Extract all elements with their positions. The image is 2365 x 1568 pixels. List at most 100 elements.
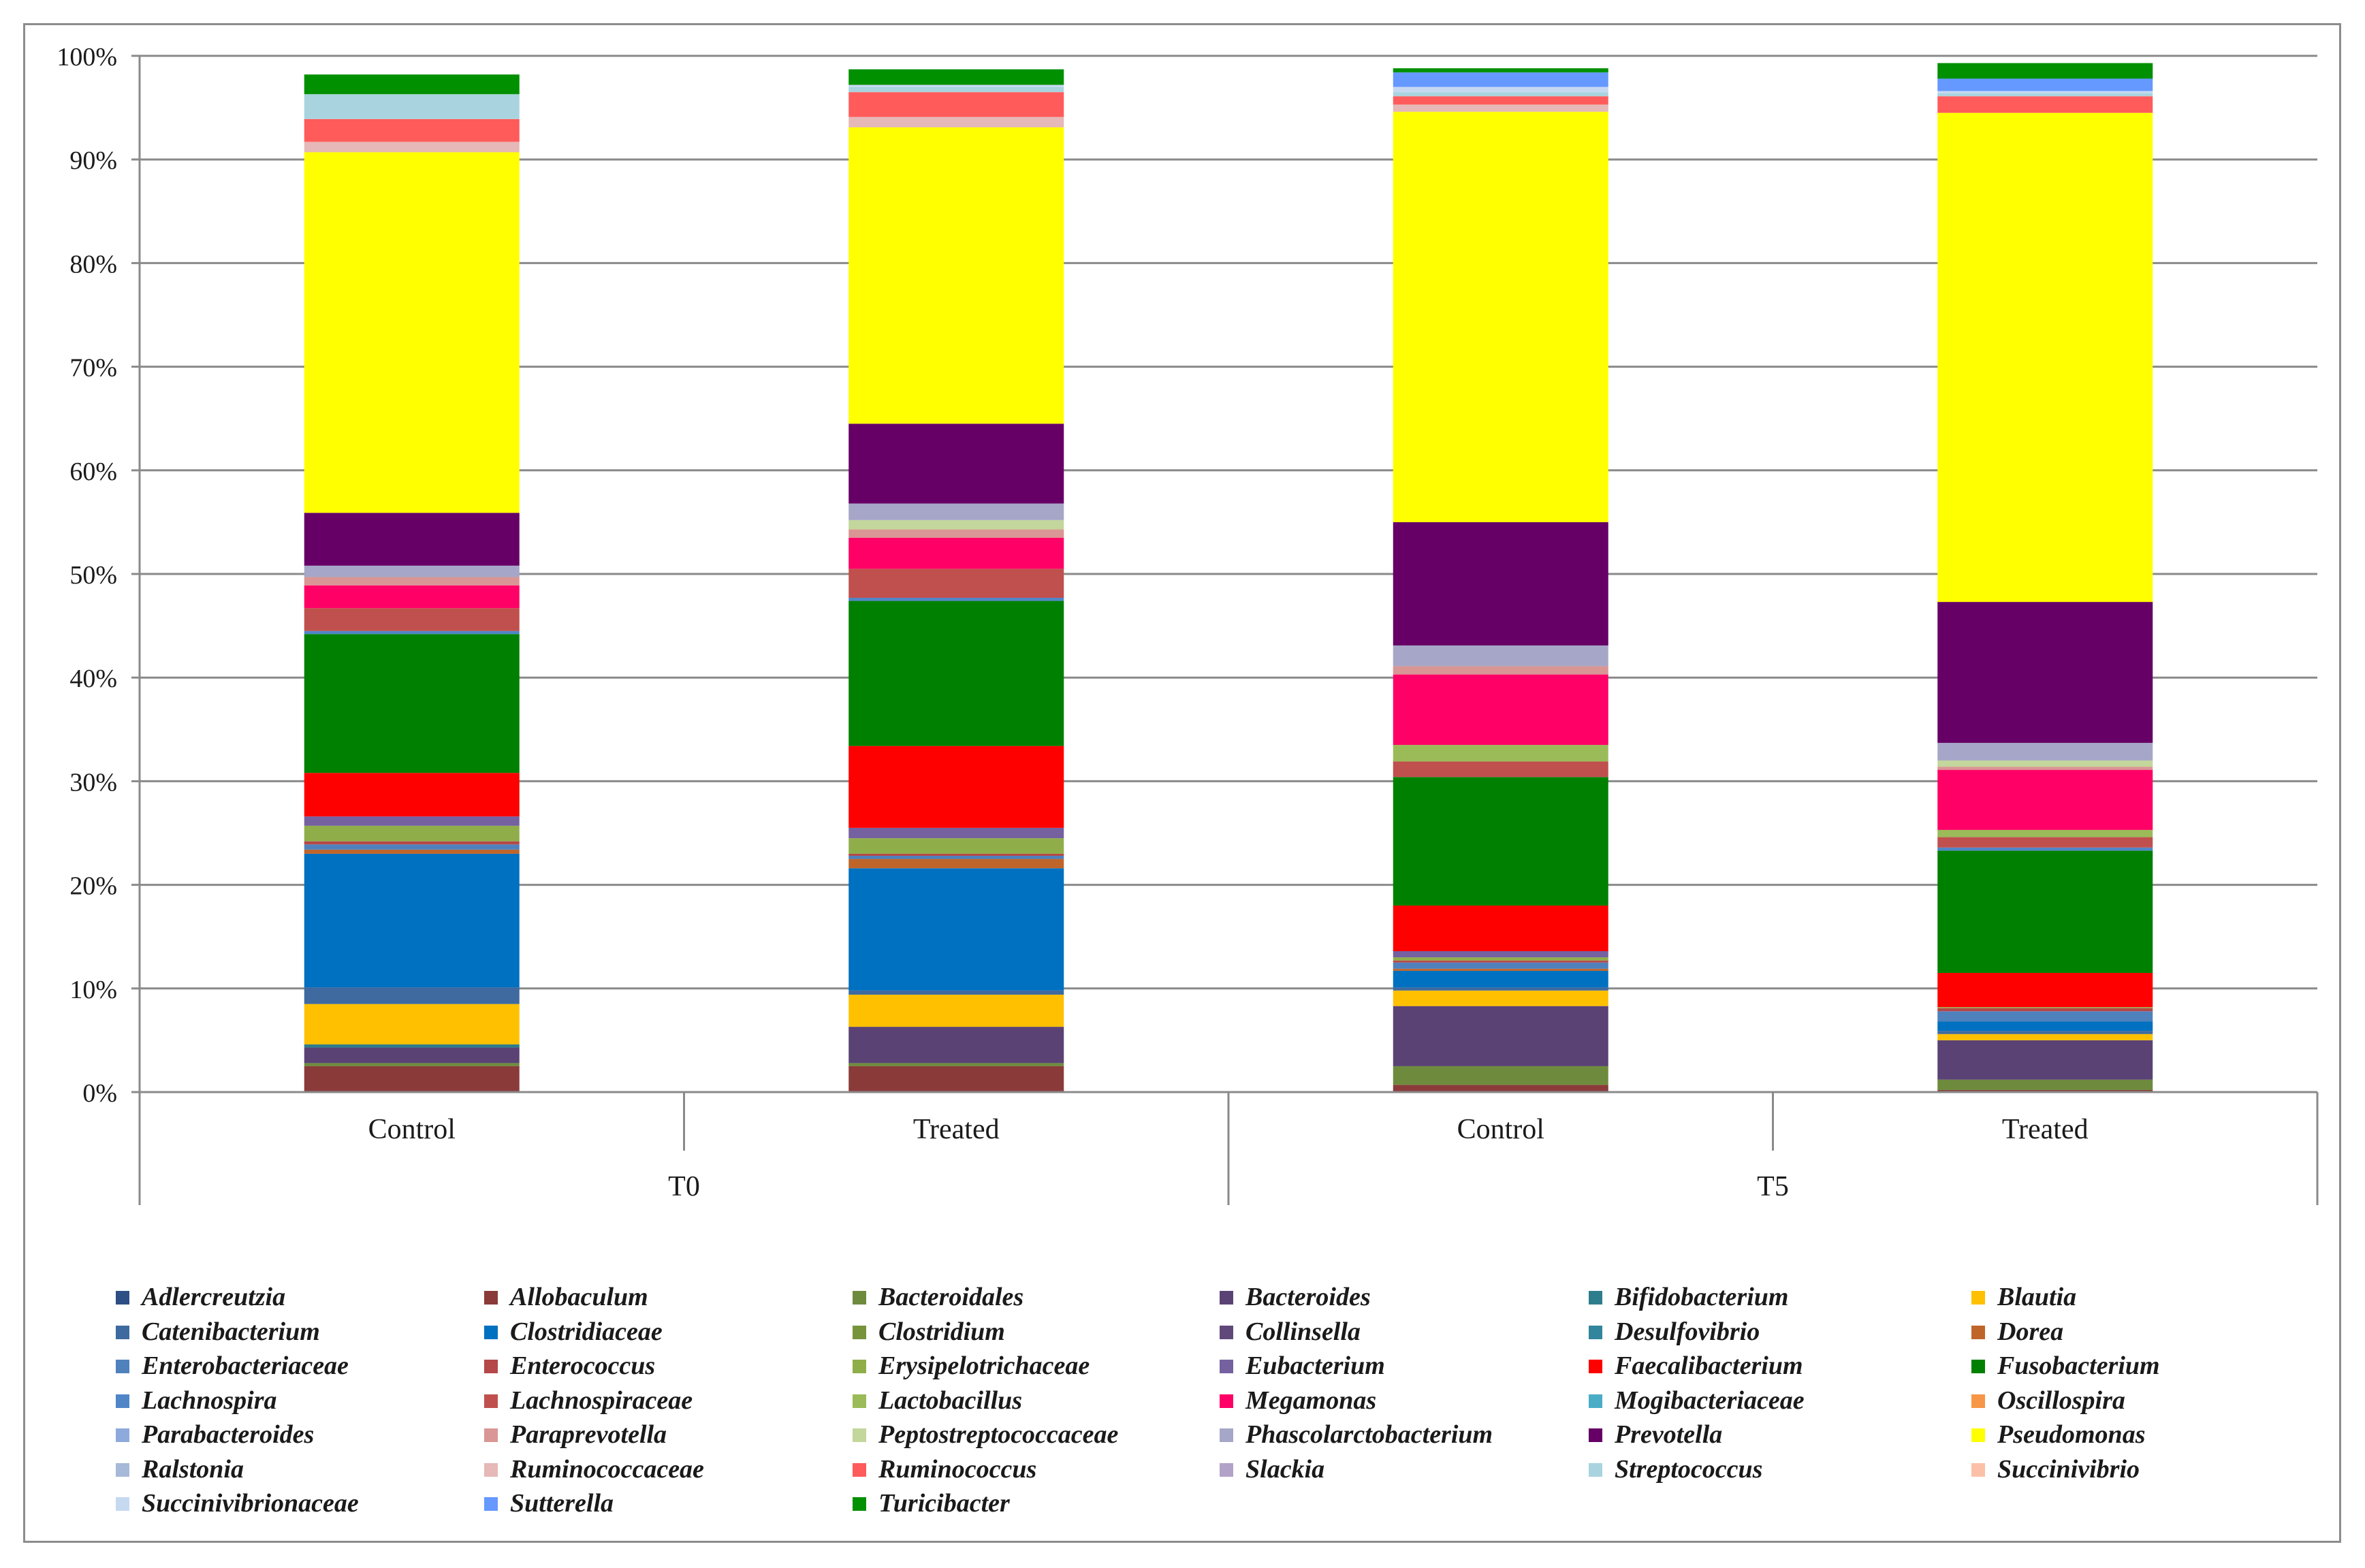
legend-label: Fusobacterium: [1997, 1351, 2160, 1380]
legend-swatch: [1220, 1325, 1233, 1339]
bar-segment: [1393, 957, 1608, 961]
legend-label: Ruminococcaceae: [510, 1454, 704, 1484]
bar-segment: [848, 1027, 1064, 1063]
legend-swatch: [1220, 1291, 1233, 1305]
bar-segment: [1937, 972, 2153, 1008]
legend-label: Dorea: [1997, 1317, 2064, 1346]
legend-swatch: [853, 1360, 866, 1373]
bar-segment: [304, 1004, 520, 1044]
y-tick-label: 50%: [69, 561, 117, 590]
bar-segment: [848, 569, 1064, 598]
bar-segment: [304, 816, 520, 826]
bar-segment: [1937, 93, 2153, 97]
bar-segment: [1393, 645, 1608, 667]
bar-segment: [848, 598, 1064, 601]
legend-label: Peptostreptococcaceae: [878, 1420, 1119, 1449]
legend-label: Prevotella: [1615, 1420, 1723, 1449]
legend-label: Enterococcus: [510, 1351, 656, 1380]
legend-swatch: [1589, 1394, 1602, 1408]
bar-segment: [848, 86, 1064, 93]
legend-swatch: [116, 1497, 129, 1511]
bar-segment: [1393, 970, 1608, 988]
legend-label: Ruminococcus: [878, 1454, 1037, 1484]
bar-segment: [1393, 761, 1608, 778]
legend-label: Desulfovibrio: [1615, 1317, 1760, 1346]
bar-segment: [1937, 1008, 2153, 1012]
y-tick-label: 60%: [69, 458, 117, 486]
bar-segment: [304, 118, 520, 142]
legend-label: Bacteroides: [1245, 1283, 1371, 1311]
bar-segment: [304, 608, 520, 631]
bar-segment: [848, 503, 1064, 520]
bar-segment: [1937, 1089, 2153, 1092]
legend-label: Lachnospira: [142, 1386, 277, 1415]
y-tick-label: 70%: [69, 354, 117, 383]
bar-segment: [304, 565, 520, 577]
legend-label: Phascolarctobacterium: [1245, 1420, 1493, 1449]
legend-swatch: [484, 1428, 498, 1442]
bar-segment: [848, 827, 1064, 839]
bar-segment: [304, 987, 520, 1004]
bar-segment: [1393, 990, 1608, 1006]
bar-segment: [1937, 837, 2153, 848]
bar-segment: [304, 849, 520, 854]
bar-segment: [1393, 1066, 1608, 1085]
legend-swatch: [853, 1462, 866, 1477]
bar-segment: [1393, 1006, 1608, 1066]
bar-segment: [1393, 777, 1608, 906]
bar-segment: [304, 94, 520, 119]
bar-segment: [304, 773, 520, 817]
x-group-label: T0: [668, 1171, 700, 1202]
bar-segment: [1393, 968, 1608, 971]
bar-segment: [848, 423, 1064, 504]
bar-segment: [1393, 674, 1608, 746]
legend-swatch: [484, 1394, 498, 1408]
bar-segment: [1937, 78, 2153, 91]
legend-label: Pseudomonas: [1997, 1420, 2146, 1449]
bar-segment: [1937, 1040, 2153, 1080]
bar-segment: [1937, 1011, 2153, 1022]
bar-segment: [1393, 666, 1608, 675]
legend-swatch: [853, 1325, 866, 1339]
bar-segment: [1393, 68, 1608, 73]
bar-segment: [304, 825, 520, 842]
legend-label: Blautia: [1997, 1283, 2077, 1311]
bar-segment: [304, 1047, 520, 1063]
x-category-label: Control: [368, 1114, 456, 1145]
bar-segment: [1393, 92, 1608, 97]
y-tick-label: 30%: [69, 768, 117, 797]
legend-label: Megamonas: [1245, 1386, 1377, 1415]
bar-segment: [848, 1063, 1064, 1066]
legend-label: Clostridiaceae: [510, 1317, 663, 1346]
bar-segment: [304, 841, 520, 845]
legend-swatch: [1589, 1325, 1602, 1339]
legend-label: Bifidobacterium: [1615, 1283, 1789, 1311]
legend-label: Oscillospira: [1997, 1386, 2125, 1415]
bar-segment: [304, 844, 520, 850]
bar-segment: [1937, 1079, 2153, 1090]
bar-segment: [848, 838, 1064, 854]
bar-segment: [1937, 112, 2153, 603]
bar-segment: [848, 859, 1064, 869]
bar-segment: [1393, 951, 1608, 958]
legend-swatch: [116, 1428, 129, 1442]
legend-label: Enterobacteriaceae: [142, 1351, 349, 1380]
legend-swatch: [484, 1497, 498, 1511]
legend-label: Streptococcus: [1615, 1454, 1763, 1484]
legend-swatch: [1971, 1394, 1985, 1408]
bar-segment: [1937, 743, 2153, 761]
bar-segment: [1937, 1031, 2153, 1034]
bar-segment: [1393, 96, 1608, 105]
bar-segment: [848, 746, 1064, 828]
legend-swatch: [1971, 1360, 1985, 1373]
legend-swatch: [484, 1462, 498, 1477]
bar-segment: [848, 69, 1064, 85]
bar-segment: [1393, 86, 1608, 93]
legend-label: Lachnospiraceae: [510, 1386, 693, 1415]
y-tick-label: 20%: [69, 872, 117, 901]
bar-segment: [1937, 760, 2153, 767]
bar-segment: [1937, 829, 2153, 837]
x-category-label: Treated: [2002, 1114, 2089, 1145]
bar-segment: [1937, 91, 2153, 93]
y-tick-label: 0%: [82, 1079, 117, 1108]
